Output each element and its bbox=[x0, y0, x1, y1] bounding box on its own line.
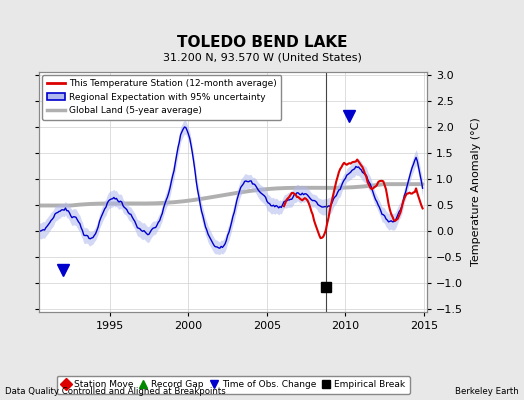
Text: Berkeley Earth: Berkeley Earth bbox=[455, 387, 519, 396]
Y-axis label: Temperature Anomaly (°C): Temperature Anomaly (°C) bbox=[472, 118, 482, 266]
Text: Data Quality Controlled and Aligned at Breakpoints: Data Quality Controlled and Aligned at B… bbox=[5, 387, 226, 396]
Text: 31.200 N, 93.570 W (United States): 31.200 N, 93.570 W (United States) bbox=[162, 53, 362, 63]
Legend: Station Move, Record Gap, Time of Obs. Change, Empirical Break: Station Move, Record Gap, Time of Obs. C… bbox=[57, 376, 410, 394]
Text: TOLEDO BEND LAKE: TOLEDO BEND LAKE bbox=[177, 35, 347, 50]
